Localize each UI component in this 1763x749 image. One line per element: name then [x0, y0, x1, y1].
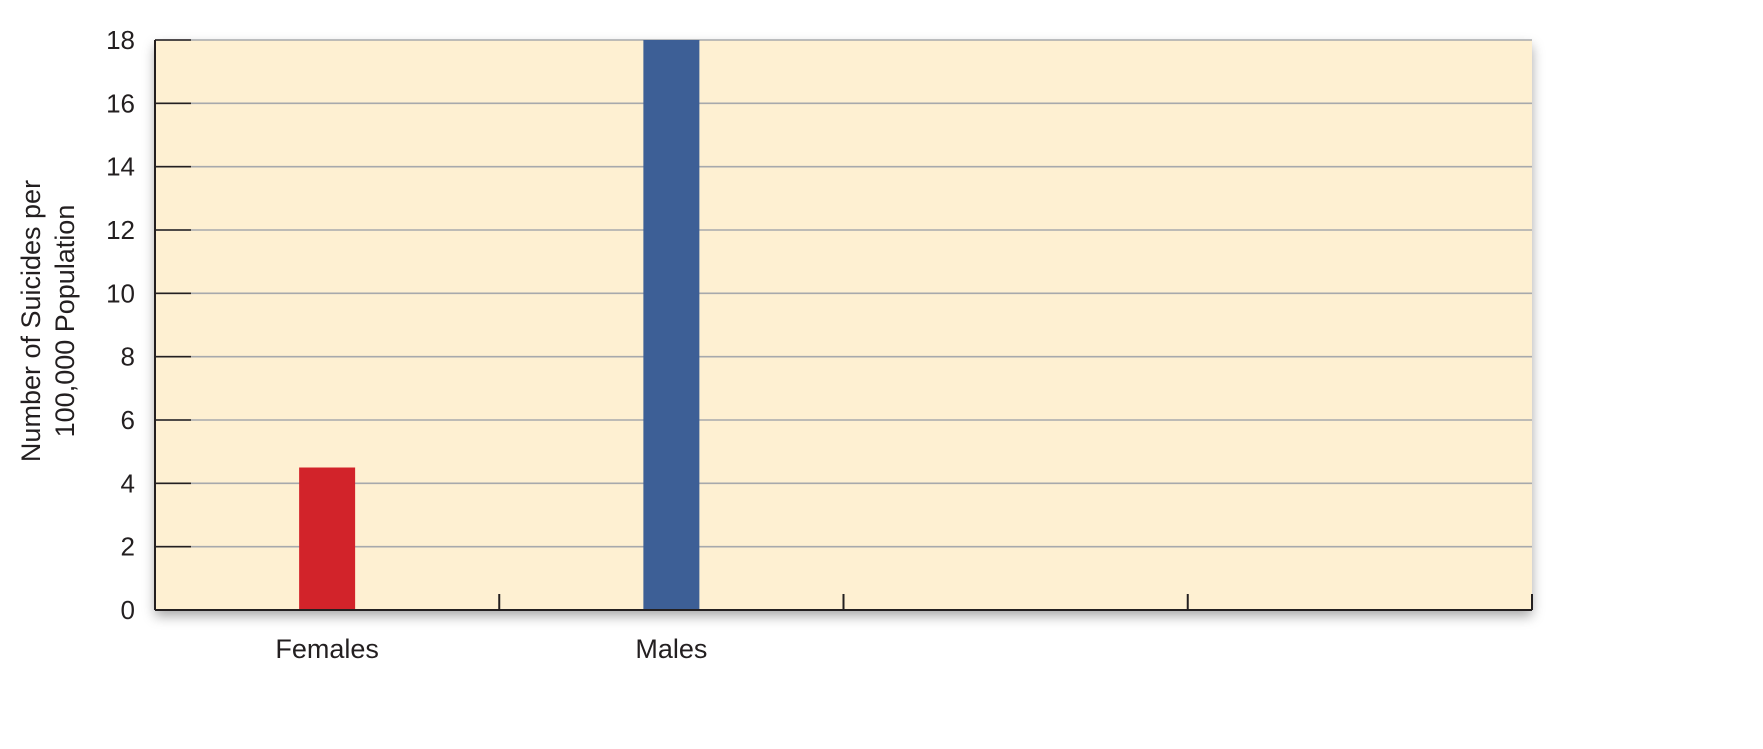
y-tick-label: 12	[106, 215, 135, 245]
y-tick-label: 4	[121, 468, 135, 498]
x-category-label: Males	[635, 634, 707, 664]
y-tick-label: 6	[121, 405, 135, 435]
y-axis-title: Number of Suicides per 100,000 Population	[16, 180, 80, 462]
plot-area	[155, 40, 1532, 610]
y-tick-label: 14	[106, 152, 135, 182]
x-category-label: Females	[275, 634, 379, 664]
y-axis-title-line: Number of Suicides per	[16, 180, 46, 462]
y-tick-label: 18	[106, 25, 135, 55]
y-tick-label: 8	[121, 342, 135, 372]
y-tick-label: 2	[121, 532, 135, 562]
labels: 0 2 4 6 8 10 12 14 16 18 Females Males	[106, 25, 707, 664]
bar-males	[643, 40, 700, 610]
gridlines	[155, 39, 1532, 548]
y-tick-label: 0	[121, 595, 135, 625]
bars	[299, 40, 700, 610]
axes	[154, 39, 1533, 611]
y-tick-label: 10	[106, 278, 135, 308]
y-tick-label: 16	[106, 88, 135, 118]
bar-females	[299, 467, 356, 610]
y-axis-title-line: 100,000 Population	[50, 205, 80, 438]
